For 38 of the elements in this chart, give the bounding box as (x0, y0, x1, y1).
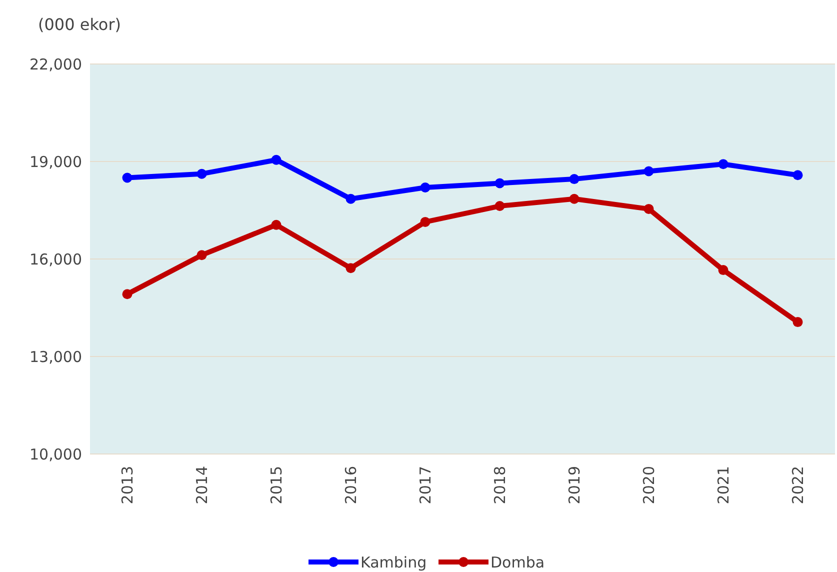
y-tick-label: 16,000 (30, 250, 82, 268)
x-tick-label: 2015 (267, 466, 286, 504)
point (792, 170, 803, 180)
y-tick-label: 19,000 (30, 152, 82, 171)
point (792, 317, 803, 328)
y-tick-label: 22,000 (30, 55, 82, 74)
point (271, 154, 282, 165)
point (346, 194, 356, 204)
x-tick-label: 2016 (342, 466, 360, 504)
point (196, 250, 207, 260)
point (494, 178, 505, 188)
point (569, 174, 580, 184)
point (271, 220, 282, 230)
x-tick-label: 2014 (192, 466, 211, 504)
point (122, 172, 132, 183)
y-tick-label: 10,000 (30, 445, 82, 464)
point (420, 182, 430, 192)
y-axis-title: (000 ekor) (38, 15, 122, 34)
x-tick-label: 2019 (565, 466, 584, 504)
point (196, 168, 207, 179)
point (644, 166, 654, 176)
legend-label: Kambing (360, 553, 427, 572)
x-tick-label: 2018 (490, 466, 509, 504)
point (644, 204, 654, 214)
x-tick-label: 2017 (416, 466, 434, 504)
point (718, 159, 728, 170)
point (122, 289, 132, 300)
x-tick-label: 2013 (118, 466, 136, 504)
x-tick-label: 2022 (788, 466, 807, 504)
legend-label: Domba (490, 553, 545, 572)
point (569, 194, 580, 204)
point (346, 263, 356, 274)
point (420, 216, 430, 227)
y-tick-label: 13,000 (30, 348, 82, 366)
x-tick-label: 2020 (640, 466, 658, 504)
x-tick-label: 2021 (714, 466, 732, 504)
point (718, 265, 728, 276)
point (494, 201, 505, 212)
